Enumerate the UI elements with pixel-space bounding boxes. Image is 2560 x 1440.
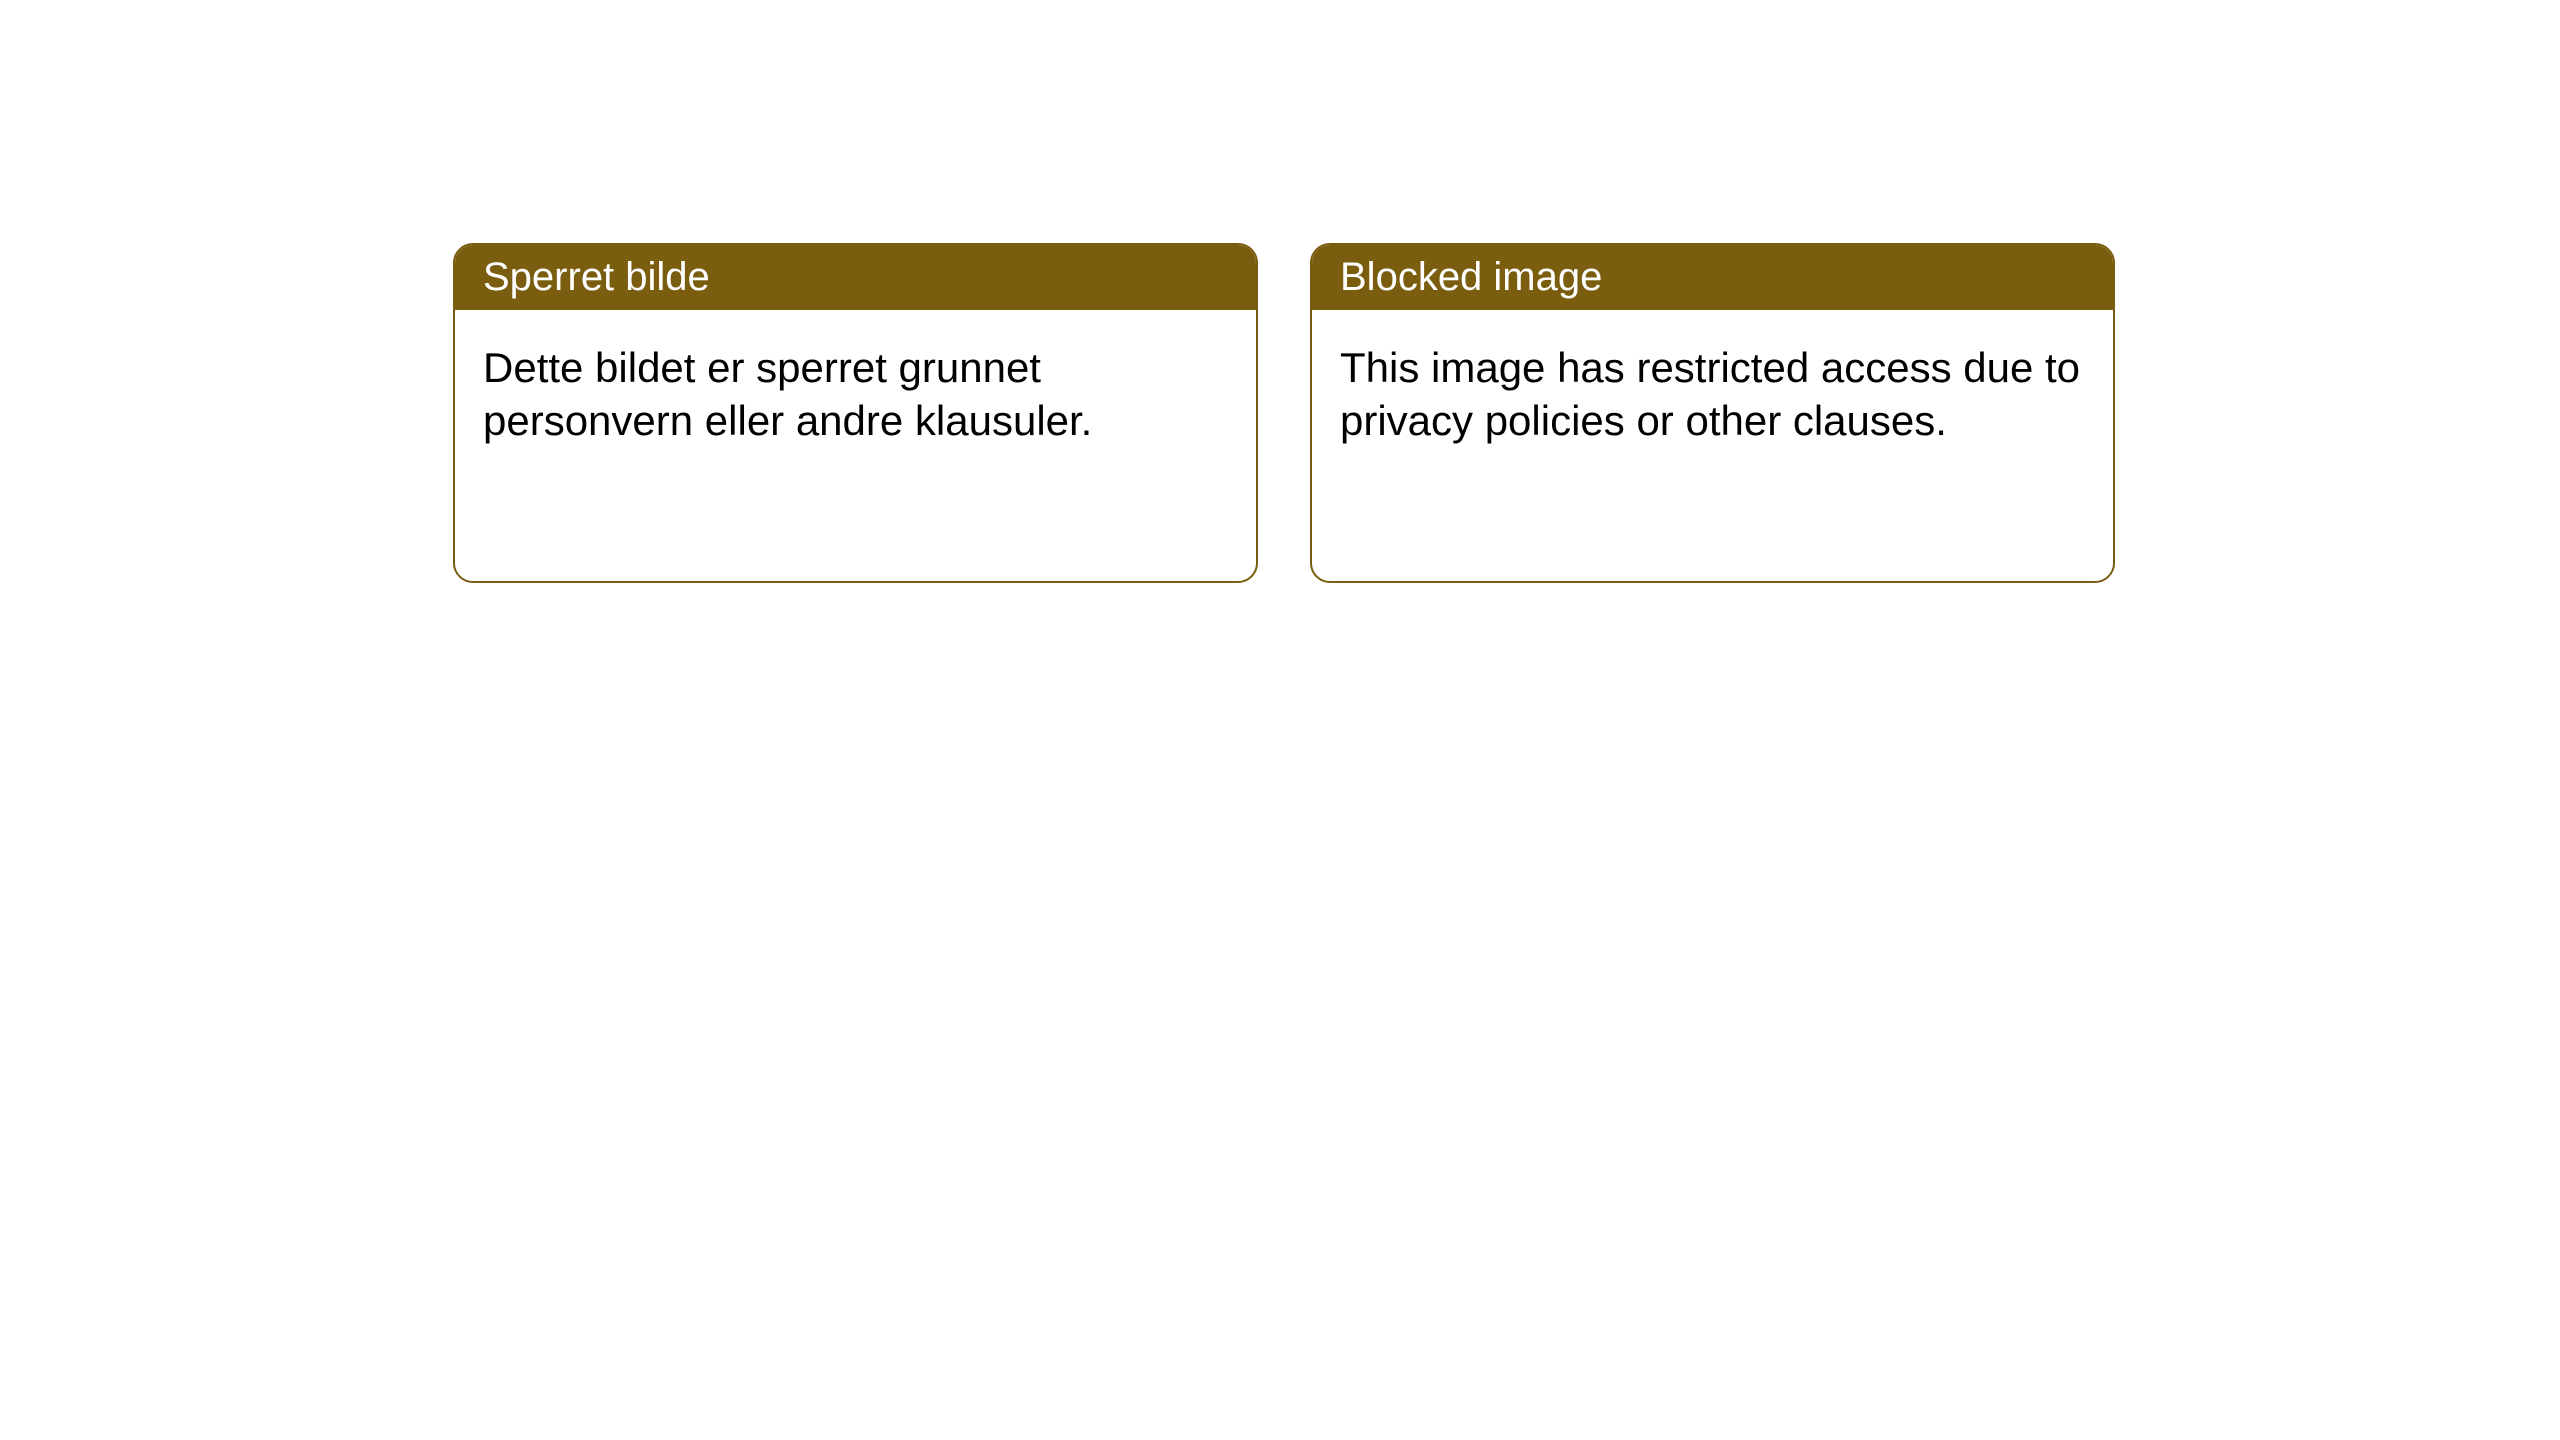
notice-card-english: Blocked image This image has restricted … <box>1310 243 2115 583</box>
notice-message: This image has restricted access due to … <box>1340 344 2080 444</box>
notice-title: Blocked image <box>1340 255 1602 299</box>
notice-body: Dette bildet er sperret grunnet personve… <box>455 310 1256 479</box>
notice-header: Blocked image <box>1312 245 2113 310</box>
notice-container: Sperret bilde Dette bildet er sperret gr… <box>453 243 2115 583</box>
notice-message: Dette bildet er sperret grunnet personve… <box>483 344 1092 444</box>
notice-header: Sperret bilde <box>455 245 1256 310</box>
notice-card-norwegian: Sperret bilde Dette bildet er sperret gr… <box>453 243 1258 583</box>
notice-body: This image has restricted access due to … <box>1312 310 2113 479</box>
notice-title: Sperret bilde <box>483 255 710 299</box>
